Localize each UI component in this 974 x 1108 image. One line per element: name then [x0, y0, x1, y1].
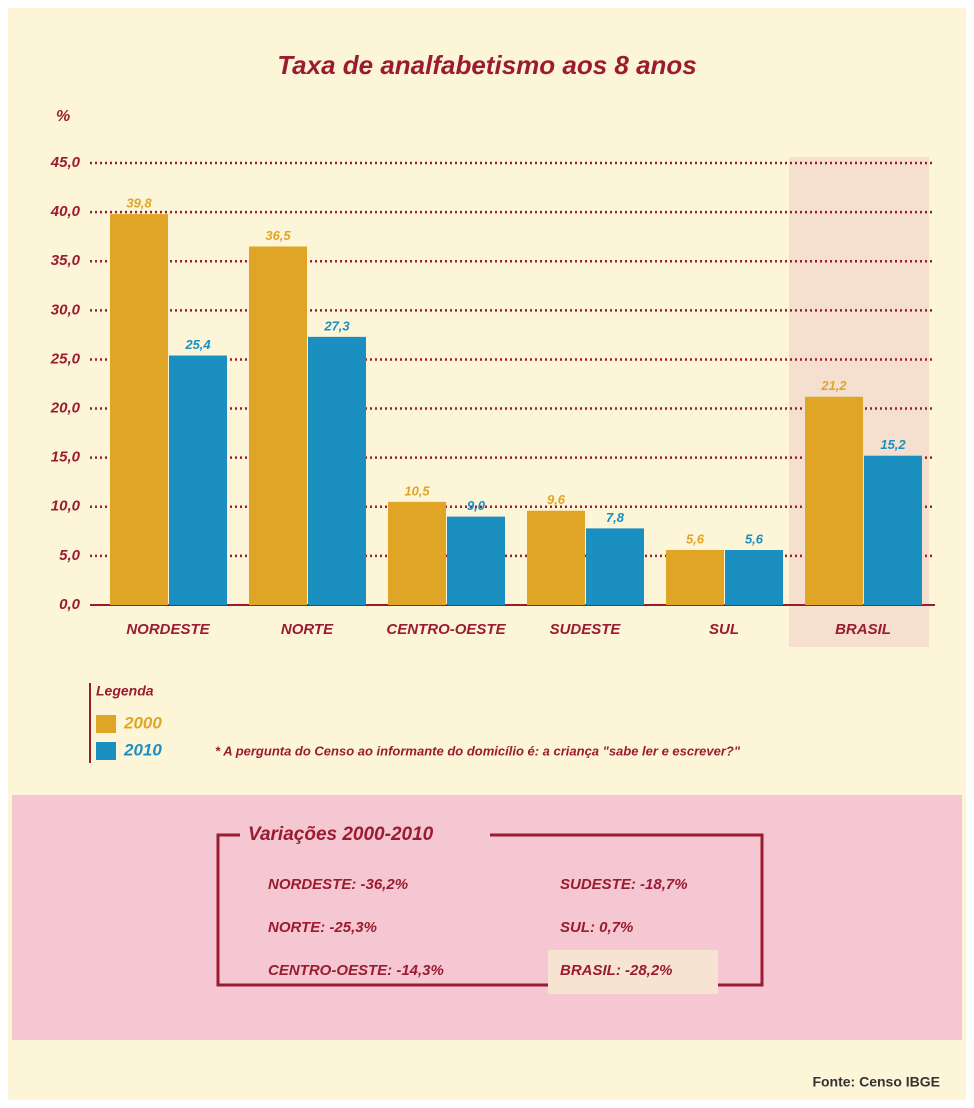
y-tick-label: 5,0 [59, 547, 81, 564]
bar [805, 396, 863, 605]
bar [388, 501, 446, 605]
y-tick-label: 35,0 [51, 252, 81, 269]
value-label: 21,2 [820, 378, 847, 393]
bar [527, 510, 585, 605]
value-label: 5,6 [745, 531, 764, 546]
bar [110, 214, 168, 605]
y-tick-label: 20,0 [50, 400, 81, 417]
y-tick-label: 30,0 [51, 301, 81, 318]
value-label: 39,8 [126, 196, 152, 211]
bar [308, 336, 366, 605]
variation-item: NORDESTE: -36,2% [268, 876, 408, 893]
y-axis-label: % [56, 108, 70, 125]
y-tick-label: 45,0 [50, 154, 81, 171]
variation-item: SUL: 0,7% [560, 919, 633, 936]
y-tick-label: 40,0 [50, 203, 81, 220]
y-tick-label: 0,0 [59, 596, 81, 613]
legend-swatch [96, 715, 116, 733]
value-label: 10,5 [404, 483, 430, 498]
value-label: 9,6 [547, 492, 566, 507]
value-label: 36,5 [265, 228, 291, 243]
x-tick-label: CENTRO-OESTE [386, 621, 506, 638]
variations-title: Variações 2000-2010 [248, 824, 434, 845]
value-label: 9,0 [467, 498, 486, 513]
value-label: 5,6 [686, 531, 705, 546]
bar [169, 355, 227, 605]
chart-title: Taxa de analfabetismo aos 8 anos [277, 50, 697, 80]
bar [249, 246, 307, 605]
bar [864, 455, 922, 605]
x-tick-label: SUL [709, 621, 739, 638]
value-label: 27,3 [323, 318, 350, 333]
variations-panel [12, 795, 962, 1040]
y-tick-label: 15,0 [51, 449, 81, 466]
legend-title: Legenda [96, 683, 154, 699]
variation-item: NORTE: -25,3% [268, 919, 377, 936]
bar [447, 516, 505, 605]
variations-box [216, 833, 764, 987]
source: Fonte: Censo IBGE [812, 1074, 940, 1090]
variation-item: BRASIL: -28,2% [560, 962, 673, 979]
variations-highlight [548, 950, 718, 994]
x-tick-label: BRASIL [835, 621, 891, 638]
legend-label: 2000 [123, 713, 162, 732]
value-label: 15,2 [880, 437, 906, 452]
legend-label: 2010 [123, 740, 162, 759]
legend-swatch [96, 742, 116, 760]
value-label: 7,8 [606, 510, 625, 525]
variation-item: CENTRO-OESTE: -14,3% [268, 962, 444, 979]
value-label: 25,4 [184, 337, 211, 352]
bar [666, 549, 724, 605]
bar [725, 549, 783, 605]
variation-item: SUDESTE: -18,7% [560, 876, 688, 893]
note: * A pergunta do Censo ao informante do d… [215, 743, 741, 758]
y-tick-label: 10,0 [51, 498, 81, 515]
bar [586, 528, 644, 605]
x-tick-label: NORTE [281, 621, 334, 638]
x-tick-label: SUDESTE [550, 621, 622, 638]
x-tick-label: NORDESTE [126, 621, 210, 638]
y-tick-label: 25,0 [50, 350, 81, 367]
